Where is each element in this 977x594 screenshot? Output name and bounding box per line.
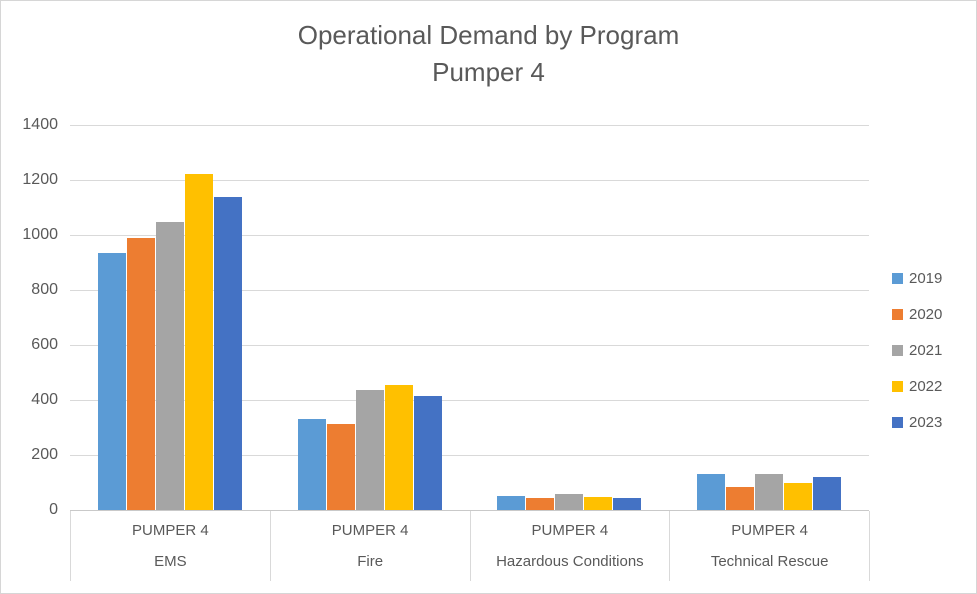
chart-title: Operational Demand by Program Pumper 4	[1, 17, 976, 91]
y-tick-label-1400: 1400	[22, 116, 58, 133]
legend-label: 2019	[909, 269, 943, 287]
x-axis-labels: PUMPER 4 EMS PUMPER 4 Fire PUMPER 4 Hazardous…	[70, 511, 870, 581]
bar-2022-ems	[184, 174, 213, 510]
y-tick-label-1000: 1000	[22, 226, 58, 243]
bar-2023-technical-rescue	[813, 477, 842, 510]
gridline-600	[70, 345, 869, 346]
x-category-cell-fire: PUMPER 4 Fire	[269, 511, 470, 581]
bar-2020-fire	[326, 423, 355, 510]
bar-2020-technical-rescue	[726, 486, 755, 510]
legend-label: 2021	[909, 341, 943, 359]
legend: 2019 2020 2021 2022 2023	[892, 267, 942, 447]
plot-area	[70, 125, 869, 511]
y-tick-label-0: 0	[49, 501, 58, 518]
x-category-top-label: PUMPER 4	[531, 522, 609, 539]
bar-group-ems	[70, 125, 270, 510]
bar-group-fire	[270, 125, 470, 510]
legend-swatch-icon	[892, 308, 903, 320]
bar-2021-hazardous-conditions	[555, 494, 584, 510]
legend-item-2019: 2019	[892, 267, 942, 289]
bar-2019-ems	[97, 252, 126, 510]
gridline-1000	[70, 235, 869, 236]
x-category-label: Fire	[357, 553, 384, 570]
y-tick-label-1200: 1200	[22, 171, 58, 188]
legend-item-2021: 2021	[892, 339, 942, 361]
x-category-top-label: PUMPER 4	[132, 522, 209, 539]
gridline-1200	[70, 180, 869, 181]
x-category-cell-technical-rescue: PUMPER 4 Technical Rescue	[669, 511, 870, 581]
bar-2019-hazardous-conditions	[497, 495, 526, 510]
legend-label: 2022	[909, 377, 943, 395]
legend-swatch-icon	[892, 416, 903, 428]
bar-group-technical-rescue	[669, 125, 869, 510]
y-tick-label-400: 400	[31, 391, 58, 408]
x-category-label: Technical Rescue	[710, 553, 829, 570]
bar-2021-technical-rescue	[755, 473, 784, 510]
bar-group-hazardous-conditions	[470, 125, 670, 510]
bar-2021-fire	[355, 390, 384, 510]
y-axis-labels: 0 200 400 600 800 1000 1200 1400	[1, 1, 58, 593]
legend-item-2023: 2023	[892, 411, 942, 433]
chart-title-line2: Pumper 4	[432, 57, 545, 87]
x-category-cell-hazardous-conditions: PUMPER 4 Hazardous Conditions	[469, 511, 670, 581]
legend-item-2022: 2022	[892, 375, 942, 397]
bar-2021-ems	[155, 222, 184, 510]
x-category-label: EMS	[154, 553, 187, 570]
gridline-400	[70, 400, 869, 401]
bar-2023-hazardous-conditions	[613, 497, 642, 510]
bar-2023-fire	[413, 396, 442, 510]
y-tick-label-600: 600	[31, 336, 58, 353]
legend-swatch-icon	[892, 272, 903, 284]
legend-label: 2023	[909, 413, 943, 431]
x-category-top-label: PUMPER 4	[331, 522, 409, 539]
legend-label: 2020	[909, 305, 943, 323]
bar-2020-hazardous-conditions	[526, 498, 555, 510]
bar-2019-fire	[297, 419, 326, 510]
bar-2020-ems	[126, 237, 155, 510]
bar-2022-hazardous-conditions	[584, 497, 613, 510]
y-tick-label-800: 800	[31, 281, 58, 298]
gridline-1400	[70, 125, 869, 126]
legend-swatch-icon	[892, 344, 903, 356]
bar-2023-ems	[213, 196, 242, 510]
x-category-label: Hazardous Conditions	[496, 553, 644, 570]
chart-title-line1: Operational Demand by Program	[297, 20, 680, 50]
y-tick-label-200: 200	[31, 446, 58, 463]
bar-2022-technical-rescue	[784, 483, 813, 510]
gridline-800	[70, 290, 869, 291]
bar-2022-fire	[384, 384, 413, 510]
legend-swatch-icon	[892, 380, 903, 392]
bar-2019-technical-rescue	[697, 474, 726, 510]
gridline-200	[70, 455, 869, 456]
legend-item-2020: 2020	[892, 303, 942, 325]
x-category-cell-ems: PUMPER 4 EMS	[70, 511, 270, 581]
x-category-top-label: PUMPER 4	[731, 522, 808, 539]
